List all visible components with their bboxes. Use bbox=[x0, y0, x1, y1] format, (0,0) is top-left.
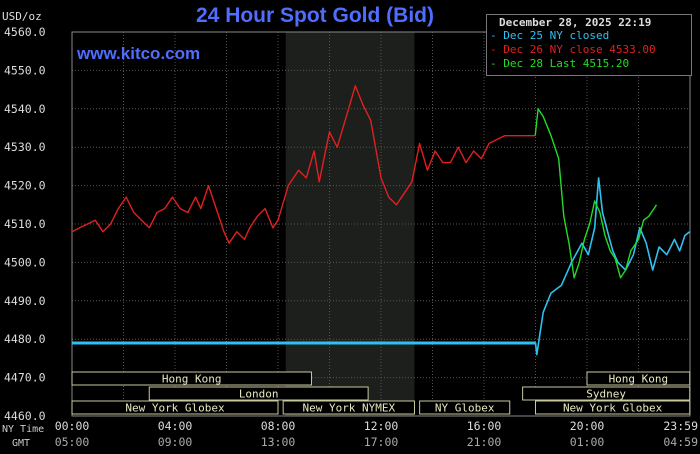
market-session-label: NY Globex bbox=[435, 402, 495, 415]
y-tick-label: 4550.0 bbox=[4, 63, 46, 77]
market-session-bar bbox=[522, 386, 691, 401]
ny-time-label: NY Time bbox=[2, 424, 45, 435]
x-tick-label-ny: 20:00 bbox=[570, 419, 605, 433]
market-session-bar bbox=[535, 400, 691, 415]
session-shade bbox=[285, 32, 415, 416]
market-session-label: London bbox=[239, 388, 279, 401]
chart-title: 24 Hour Spot Gold (Bid) bbox=[196, 4, 434, 27]
units-label: USD/oz bbox=[2, 10, 42, 23]
x-tick-label-gmt: 01:00 bbox=[570, 435, 605, 449]
y-tick-label: 4530.0 bbox=[4, 140, 46, 154]
market-session-label: Hong Kong bbox=[162, 373, 222, 386]
series-line bbox=[72, 177, 691, 356]
legend-date: December 28, 2025 22:19 bbox=[499, 16, 652, 29]
market-session-bar bbox=[282, 400, 415, 415]
x-tick-label-ny: 16:00 bbox=[467, 419, 502, 433]
plot-frame bbox=[71, 31, 691, 417]
market-session-bar bbox=[148, 386, 369, 401]
y-tick-label: 4500.0 bbox=[4, 255, 46, 269]
y-tick-label: 4560.0 bbox=[4, 25, 46, 39]
legend-entry: - Dec 28 Last 4515.20 bbox=[490, 57, 630, 70]
market-session-label: New York Globex bbox=[125, 402, 225, 415]
market-session-bar bbox=[419, 400, 511, 415]
x-tick-label-ny: 08:00 bbox=[261, 419, 296, 433]
market-session-label: Sydney bbox=[586, 388, 626, 401]
y-tick-label: 4460.0 bbox=[4, 409, 46, 423]
x-tick-label-gmt: 17:00 bbox=[364, 435, 399, 449]
market-session-label: New York NYMEX bbox=[302, 402, 395, 415]
market-session-label: Hong Kong bbox=[609, 373, 669, 386]
series-line bbox=[534, 108, 658, 279]
y-tick-label: 4540.0 bbox=[4, 102, 46, 116]
market-session-bar bbox=[71, 400, 279, 415]
market-session-bar bbox=[586, 371, 691, 386]
x-tick-label-ny: 12:00 bbox=[364, 419, 399, 433]
legend-entry: - Dec 25 NY closed bbox=[490, 29, 610, 42]
x-tick-label-gmt: 13:00 bbox=[261, 435, 296, 449]
y-tick-label: 4470.0 bbox=[4, 371, 46, 385]
x-tick-label-ny: 23:59 bbox=[663, 419, 698, 433]
y-tick-label: 4510.0 bbox=[4, 217, 46, 231]
y-tick-label: 4490.0 bbox=[4, 294, 46, 308]
x-tick-label-ny: 04:00 bbox=[158, 419, 193, 433]
x-tick-label-gmt: 21:00 bbox=[467, 435, 502, 449]
legend-entry: - Dec 26 NY close 4533.00 bbox=[490, 43, 656, 56]
x-tick-label-gmt: 05:00 bbox=[55, 435, 90, 449]
y-tick-label: 4520.0 bbox=[4, 179, 46, 193]
market-session-bar bbox=[71, 371, 312, 386]
legend: December 28, 2025 22:19 - Dec 25 NY clos… bbox=[486, 14, 692, 76]
series-line bbox=[71, 85, 536, 244]
x-tick-label-gmt: 09:00 bbox=[158, 435, 193, 449]
site-watermark: www.kitco.com bbox=[77, 44, 201, 63]
y-tick-label: 4480.0 bbox=[4, 332, 46, 346]
x-tick-label-ny: 00:00 bbox=[55, 419, 90, 433]
gmt-label: GMT bbox=[12, 438, 31, 449]
market-session-label: New York Globex bbox=[563, 402, 663, 415]
x-tick-label-gmt: 04:59 bbox=[663, 435, 698, 449]
